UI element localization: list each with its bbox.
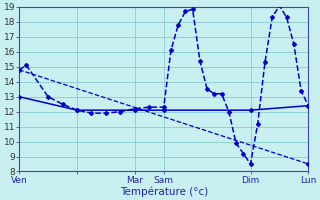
X-axis label: Température (°c): Température (°c)	[120, 186, 208, 197]
